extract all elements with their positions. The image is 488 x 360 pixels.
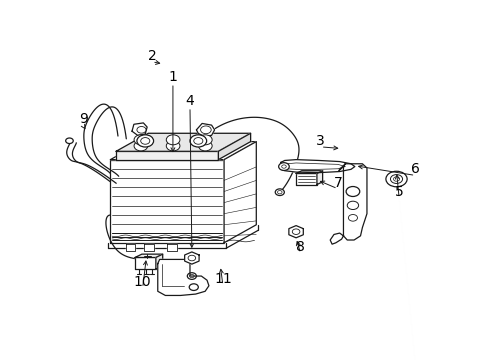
Circle shape bbox=[189, 274, 194, 278]
Polygon shape bbox=[224, 141, 256, 243]
Circle shape bbox=[187, 273, 196, 279]
Text: 2: 2 bbox=[147, 49, 156, 63]
Polygon shape bbox=[296, 174, 316, 185]
Text: 3: 3 bbox=[316, 134, 325, 148]
Polygon shape bbox=[280, 159, 354, 173]
Circle shape bbox=[346, 186, 359, 197]
Circle shape bbox=[65, 138, 73, 144]
Circle shape bbox=[193, 138, 203, 144]
Circle shape bbox=[292, 229, 299, 234]
Text: 9: 9 bbox=[79, 112, 87, 126]
Polygon shape bbox=[156, 254, 163, 269]
Circle shape bbox=[347, 215, 357, 221]
Polygon shape bbox=[316, 171, 322, 185]
Polygon shape bbox=[135, 257, 156, 269]
Circle shape bbox=[189, 284, 198, 291]
Polygon shape bbox=[116, 151, 218, 159]
Circle shape bbox=[137, 135, 153, 147]
Polygon shape bbox=[110, 159, 224, 243]
Circle shape bbox=[189, 135, 206, 147]
Text: 6: 6 bbox=[410, 162, 419, 176]
Text: 10: 10 bbox=[134, 275, 151, 289]
Polygon shape bbox=[132, 123, 147, 135]
Circle shape bbox=[393, 177, 399, 181]
Circle shape bbox=[275, 189, 284, 195]
Polygon shape bbox=[184, 252, 199, 264]
Circle shape bbox=[200, 126, 211, 134]
Text: 4: 4 bbox=[185, 94, 194, 108]
Polygon shape bbox=[167, 244, 176, 251]
Circle shape bbox=[385, 171, 407, 187]
Circle shape bbox=[137, 126, 146, 133]
Polygon shape bbox=[125, 244, 135, 251]
Polygon shape bbox=[329, 233, 343, 244]
Polygon shape bbox=[218, 133, 250, 159]
Circle shape bbox=[277, 190, 282, 194]
Text: 5: 5 bbox=[394, 185, 403, 199]
Circle shape bbox=[134, 141, 147, 151]
Polygon shape bbox=[144, 244, 154, 251]
Circle shape bbox=[188, 255, 195, 261]
Text: 11: 11 bbox=[214, 273, 231, 286]
Circle shape bbox=[166, 135, 180, 145]
Circle shape bbox=[346, 201, 358, 210]
Circle shape bbox=[389, 175, 402, 184]
Circle shape bbox=[281, 165, 285, 168]
Circle shape bbox=[166, 141, 180, 151]
Circle shape bbox=[278, 163, 289, 170]
Circle shape bbox=[134, 135, 147, 145]
Text: 1: 1 bbox=[168, 70, 177, 84]
Polygon shape bbox=[338, 164, 345, 171]
Polygon shape bbox=[196, 123, 214, 136]
Polygon shape bbox=[110, 141, 256, 159]
Text: 8: 8 bbox=[296, 240, 305, 255]
Polygon shape bbox=[288, 226, 303, 238]
Text: 7: 7 bbox=[333, 176, 342, 190]
Polygon shape bbox=[116, 133, 250, 151]
Circle shape bbox=[198, 141, 212, 151]
Polygon shape bbox=[158, 260, 208, 296]
Circle shape bbox=[141, 138, 149, 144]
Polygon shape bbox=[296, 171, 322, 174]
Polygon shape bbox=[343, 164, 366, 240]
Circle shape bbox=[198, 135, 212, 145]
Polygon shape bbox=[135, 254, 163, 257]
